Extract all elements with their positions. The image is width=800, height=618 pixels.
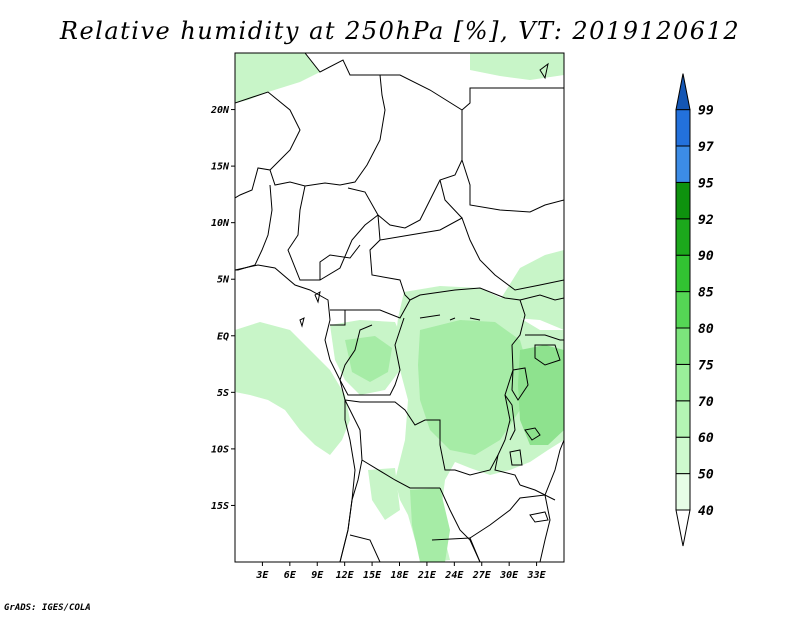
humidity-area-east-core xyxy=(518,345,564,445)
humidity-area-south-central xyxy=(410,488,450,562)
humidity-area-gabon-inner xyxy=(345,336,392,382)
colorbar-segment xyxy=(675,473,691,511)
lat-tick-label: EQ xyxy=(217,331,229,342)
lon-tick-label: 27E xyxy=(472,570,492,581)
humidity-area-congo-core xyxy=(418,320,530,455)
lat-tick-label: 5S xyxy=(217,388,229,399)
humidity-area-north-west xyxy=(235,53,320,103)
colorbar-segment xyxy=(675,109,691,147)
grads-credit: GrADS: IGES/COLA xyxy=(4,603,91,613)
colorbar-label: 90 xyxy=(698,249,714,264)
colorbar-segment xyxy=(675,218,691,256)
colorbar-label: 60 xyxy=(698,431,714,446)
lon-tick-label: 18E xyxy=(390,570,409,581)
lon-tick-label: 3E xyxy=(255,570,269,581)
colorbar-segment xyxy=(675,436,691,475)
lon-tick-label: 12E xyxy=(336,570,355,581)
lon-tick-label: 21E xyxy=(417,570,437,581)
lat-tick-label: 5N xyxy=(217,275,230,286)
colorbar-label: 40 xyxy=(698,504,714,519)
lat-tick-label: 15S xyxy=(211,501,229,512)
colorbar-label: 92 xyxy=(698,213,714,228)
lon-tick-label: 33E xyxy=(527,570,547,581)
colorbar-segment xyxy=(675,145,691,183)
colorbar-min-arrow xyxy=(675,509,691,547)
lon-tick-label: 6E xyxy=(284,570,297,581)
lat-tick-label: 15N xyxy=(211,162,230,173)
colorbar: 40 50 60 70 75 80 85 90 92 95 97 99 xyxy=(675,73,714,547)
lon-tick-label: 30E xyxy=(499,570,519,581)
colorbar-label: 70 xyxy=(698,395,714,410)
colorbar-label: 50 xyxy=(698,468,714,483)
lon-tick-label: 9E xyxy=(311,570,324,581)
colorbar-label: 75 xyxy=(698,358,714,373)
colorbar-label: 97 xyxy=(698,140,714,155)
colorbar-segment xyxy=(675,181,691,220)
colorbar-label: 85 xyxy=(698,286,714,301)
colorbar-segment xyxy=(675,254,691,293)
colorbar-max-arrow xyxy=(675,73,691,111)
lon-tick-label: 24E xyxy=(444,570,464,581)
colorbar-segment xyxy=(675,400,691,438)
map-title: Relative humidity at 250hPa [%], VT: 201… xyxy=(59,17,741,45)
humidity-shading xyxy=(235,53,564,562)
colorbar-segment xyxy=(675,327,691,365)
colorbar-segment xyxy=(675,363,691,402)
humidity-area-south-west xyxy=(368,468,400,520)
lat-tick-label: 10N xyxy=(211,218,230,229)
latitude-axis: 20N 15N 10N 5N EQ 5S 10S 15S xyxy=(210,105,235,512)
colorbar-segment xyxy=(675,291,691,329)
lon-tick-label: 15E xyxy=(363,570,382,581)
lat-tick-label: 10S xyxy=(211,444,229,455)
humidity-area-north-east xyxy=(470,53,564,80)
colorbar-label: 99 xyxy=(698,104,714,119)
coastline xyxy=(235,264,356,562)
lat-tick-label: 20N xyxy=(210,105,230,116)
humidity-area-west-coast xyxy=(235,322,350,455)
longitude-axis: 3E 6E 9E 12E 15E 18E 21E 24E 27E 30E 33E xyxy=(255,562,547,581)
colorbar-label: 95 xyxy=(698,176,714,191)
humidity-area-east-strip xyxy=(500,250,564,330)
colorbar-label: 80 xyxy=(698,322,714,337)
